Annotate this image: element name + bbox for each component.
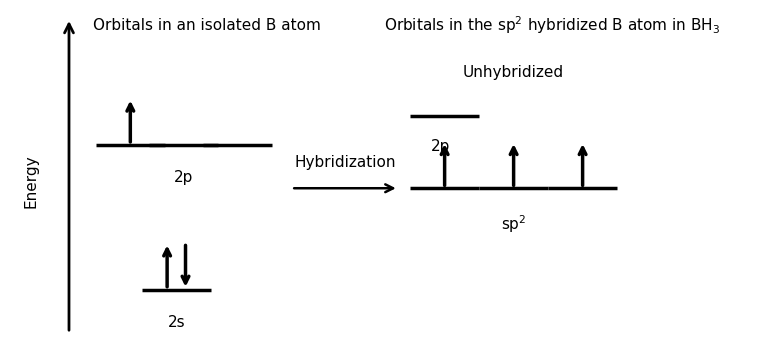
- Text: 2p: 2p: [174, 170, 194, 185]
- Text: Orbitals in the sp$^2$ hybridized B atom in BH$_3$: Orbitals in the sp$^2$ hybridized B atom…: [384, 14, 720, 36]
- Text: Energy: Energy: [23, 154, 38, 208]
- Text: Orbitals in an isolated B atom: Orbitals in an isolated B atom: [93, 18, 321, 33]
- Text: Hybridization: Hybridization: [294, 155, 396, 170]
- Text: 2s: 2s: [167, 315, 185, 330]
- Text: 2p: 2p: [431, 139, 451, 154]
- Text: sp$^2$: sp$^2$: [501, 214, 526, 235]
- Text: Unhybridized: Unhybridized: [463, 65, 564, 80]
